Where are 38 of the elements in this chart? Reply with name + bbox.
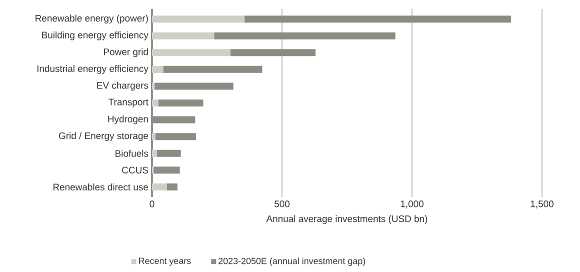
x-axis-title: Annual average investments (USD bn) [266,215,428,224]
y-tick-label: Grid / Energy storage [58,132,148,141]
bar [156,150,181,157]
y-tick-label: Renewable energy (power) [36,14,148,24]
bar [154,166,180,174]
bar [152,16,245,23]
bar [152,183,167,190]
legend-label: 2023-2050E (annual investment gap) [218,258,366,266]
bar [230,49,316,56]
x-tick-label: 500 [274,200,290,208]
y-tick-label: Transport [108,98,148,108]
x-tick-label: 0 [150,200,154,208]
y-tick-label: EV chargers [97,82,148,91]
bar [152,133,156,140]
bar [152,66,164,73]
bar [244,16,512,23]
y-tick-label: Hydrogen [108,115,148,124]
y-tick-label: Industrial energy efficiency [37,65,148,74]
bar [155,133,196,140]
bar [152,32,214,40]
y-tick-label: Power grid [104,48,148,58]
bar [158,100,204,106]
legend-label: Recent years [139,258,191,266]
bar [166,183,178,190]
bar [152,150,157,157]
bar [152,49,231,56]
y-tick-label: Renewables direct use [54,183,148,190]
y-tick-label: CCUS [122,166,148,174]
bar [163,66,262,73]
y-tick-label: Building energy efficiency [42,31,148,40]
x-tick-label: 1,000 [400,200,424,208]
bar [152,82,155,90]
bar [152,116,196,124]
y-tick-label: Biofuels [116,150,148,157]
bar [154,82,234,90]
bar [214,32,396,40]
x-tick-label: 1,500 [530,200,554,208]
bar [152,100,158,106]
